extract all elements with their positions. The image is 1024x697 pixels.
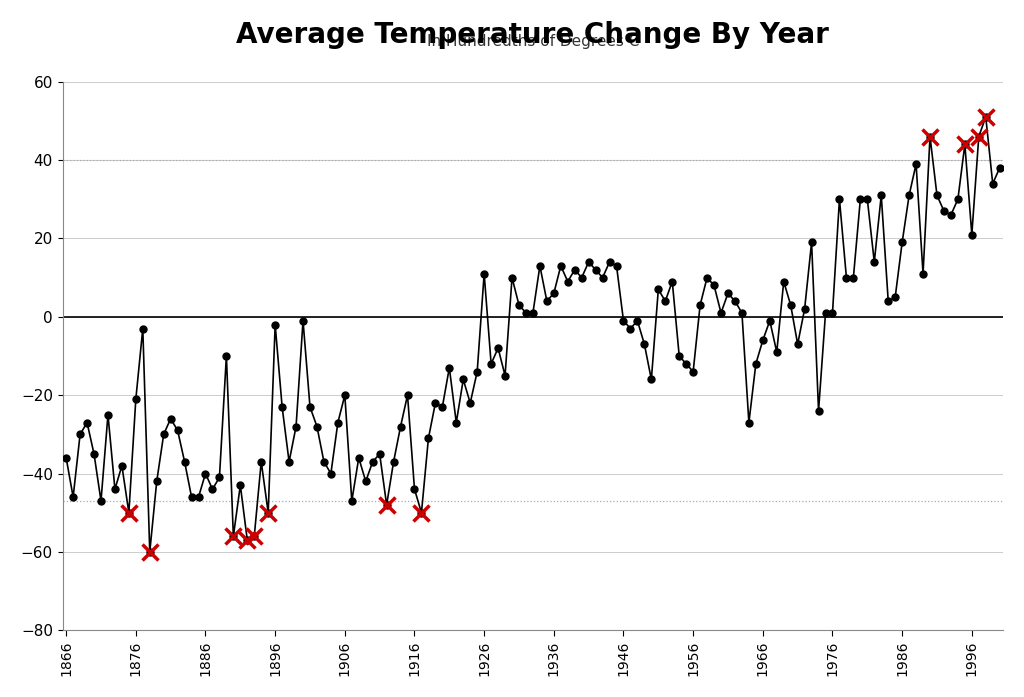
Title: Average Temperature Change By Year: Average Temperature Change By Year [237,21,829,49]
Text: In Hundredths of Degrees C: In Hundredths of Degrees C [427,34,639,49]
